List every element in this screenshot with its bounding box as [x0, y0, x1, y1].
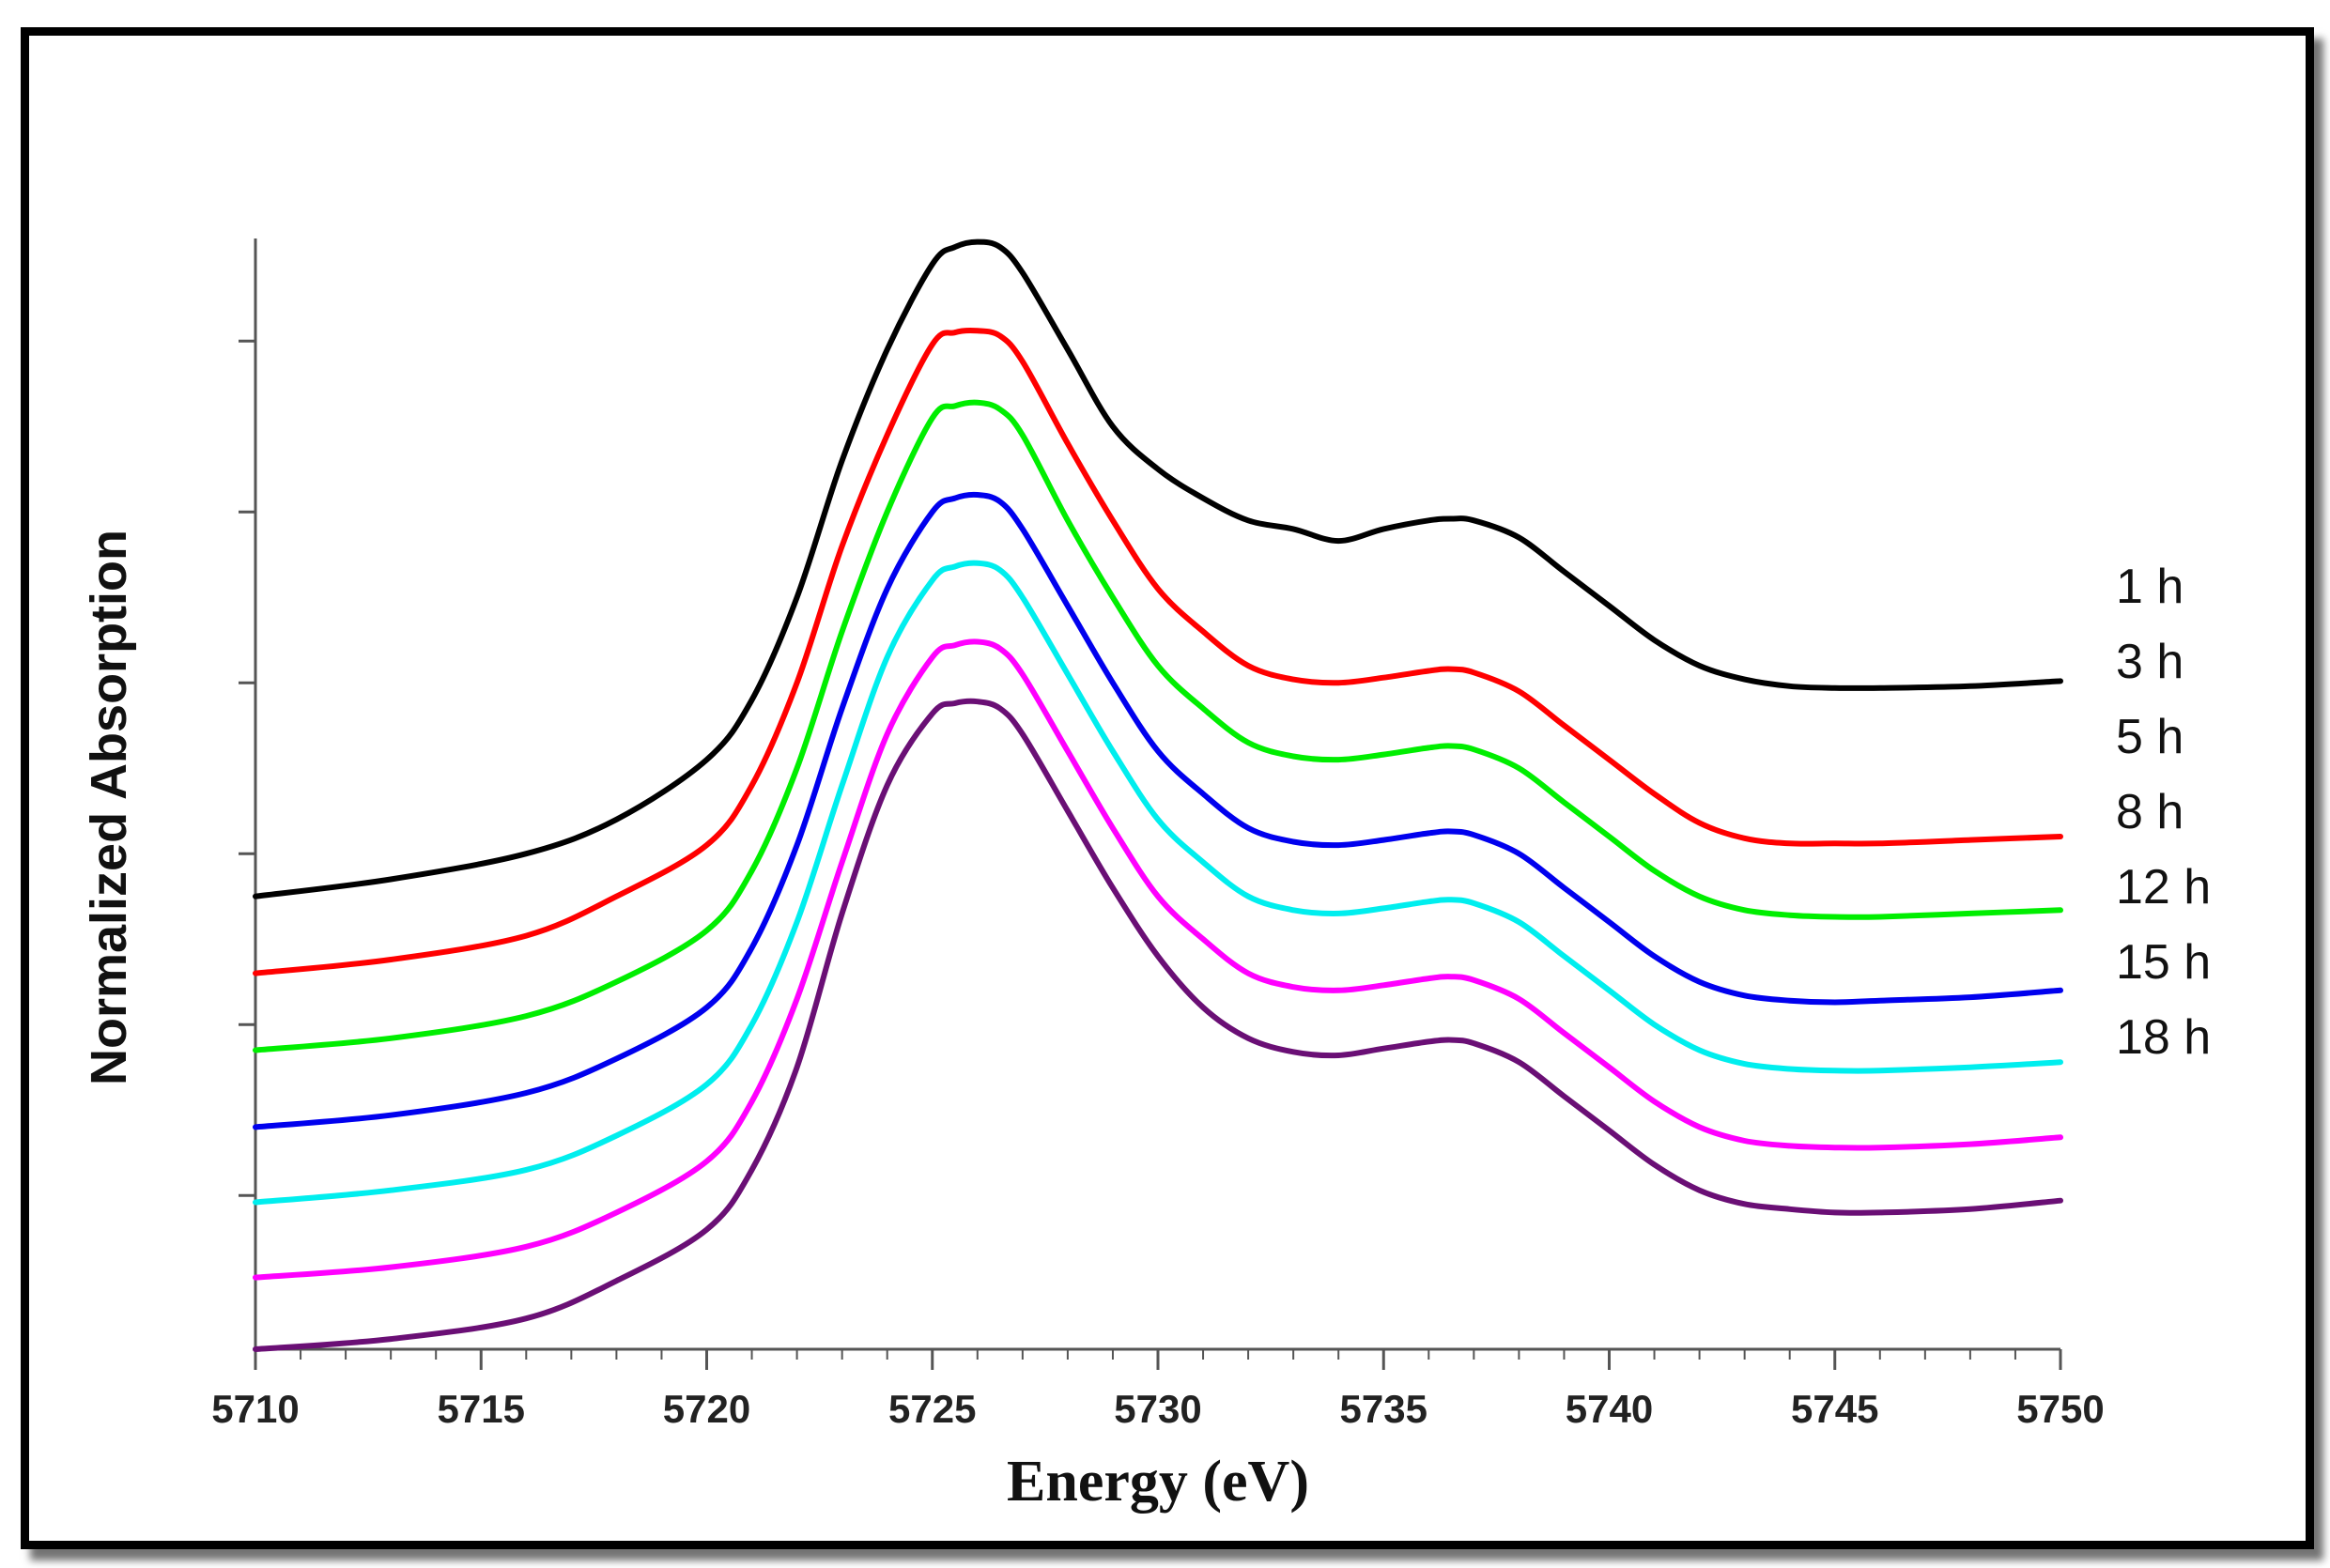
- series-line-18h: [253, 698, 2063, 1352]
- x-axis: 5710 5715 5720 5725 5730 5735 5740 5745 5750: [211, 1347, 2105, 1431]
- series-lines: [253, 238, 2063, 1352]
- x-tick-label: 5745: [1791, 1387, 1878, 1431]
- x-tick-label: 5720: [663, 1387, 750, 1431]
- x-tick-label: 5750: [2016, 1387, 2104, 1431]
- legend: 1 h 3 h 5 h 8 h 12 h 15 h 18 h: [2116, 560, 2211, 1065]
- legend-label-5h: 5 h: [2116, 710, 2183, 764]
- series-line-5h: [253, 399, 2063, 1053]
- series-line-1h: [253, 238, 2063, 899]
- legend-label-12h: 12 h: [2116, 860, 2211, 915]
- legend-label-1h: 1 h: [2116, 560, 2183, 614]
- series-line-8h: [253, 491, 2063, 1130]
- legend-label-15h: 15 h: [2116, 935, 2211, 990]
- x-tick-label: 5715: [438, 1387, 525, 1431]
- x-tick-label: 5740: [1566, 1387, 1653, 1431]
- legend-label-18h: 18 h: [2116, 1010, 2211, 1065]
- x-tick-label: 5710: [211, 1387, 299, 1431]
- legend-label-8h: 8 h: [2116, 785, 2183, 839]
- x-tick-label: 5730: [1114, 1387, 1201, 1431]
- x-tick-label: 5725: [888, 1387, 976, 1431]
- series-line-15h: [253, 638, 2063, 1281]
- series-line-12h: [253, 560, 2063, 1206]
- x-axis-label: Energy (eV): [1007, 1450, 1309, 1514]
- y-axis: [239, 238, 257, 1349]
- x-tick-label: 5735: [1340, 1387, 1427, 1431]
- y-axis-label: Normalized Absorption: [81, 530, 137, 1085]
- series-line-3h: [253, 327, 2063, 976]
- legend-label-3h: 3 h: [2116, 635, 2183, 689]
- figure-frame: 5710 5715 5720 5725 5730 5735 5740 5745 5750 1 h…: [21, 27, 2314, 1549]
- chart: 5710 5715 5720 5725 5730 5735 5740 5745 5750 1 h…: [81, 238, 2211, 1514]
